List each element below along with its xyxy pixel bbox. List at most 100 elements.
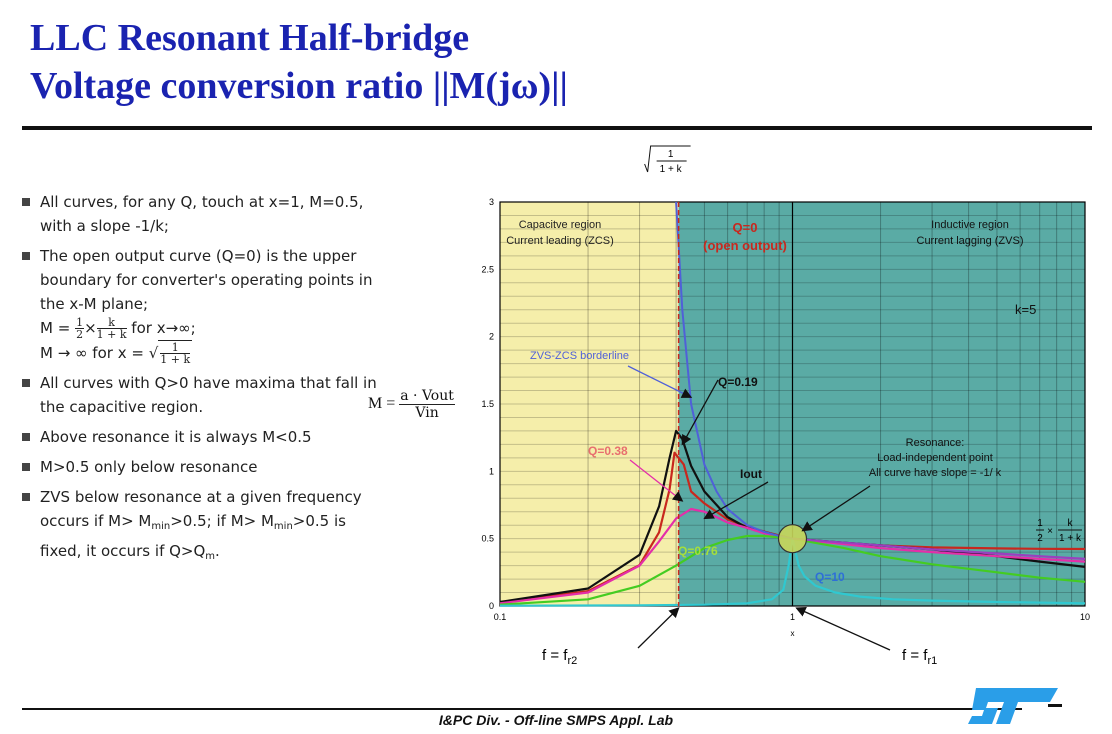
capacitive-region bbox=[500, 202, 679, 606]
subscript: min bbox=[151, 521, 171, 532]
curve-purple bbox=[792, 537, 1086, 560]
formula-m-resonance: M → ∞ for x = √ 1 1 + k bbox=[40, 340, 193, 365]
annotation-q038: Q=0.38 bbox=[588, 444, 628, 458]
annotation-iout: Iout bbox=[740, 467, 762, 481]
bullet-list: All curves, for any Q, touch at x=1, M=0… bbox=[20, 190, 380, 575]
annotation-inductive-2: Current lagging (ZVS) bbox=[917, 235, 1024, 247]
bullet-item: M>0.5 only below resonance bbox=[20, 455, 380, 479]
curve-q-0-38 bbox=[499, 507, 1086, 605]
resonance-marker bbox=[777, 524, 808, 554]
bullet-item: Above resonance it is always M<0.5 bbox=[20, 425, 380, 449]
slide-title: LLC Resonant Half-bridge Voltage convers… bbox=[30, 14, 568, 110]
arrow-iout bbox=[703, 481, 769, 520]
y-tick-label: 0.5 bbox=[481, 534, 494, 544]
footer-text: I&PC Div. - Off-line SMPS Appl. Lab bbox=[438, 712, 674, 728]
right-times: × bbox=[1047, 526, 1053, 537]
fraction-num: k bbox=[96, 317, 127, 329]
y-axis-formula: M = a · Vout Vin bbox=[368, 388, 455, 421]
title-line-2: Voltage conversion ratio ||M(jω)|| bbox=[30, 65, 568, 107]
bullet-item: All curves, for any Q, touch at x=1, M=0… bbox=[20, 190, 380, 238]
x-axis-label: x bbox=[791, 629, 795, 638]
y-tick-label: 0 bbox=[489, 601, 494, 611]
sqrt-num: 1 bbox=[668, 149, 674, 160]
right-frac-k-den: 1 + k bbox=[1059, 533, 1082, 544]
inductive-region bbox=[678, 202, 1085, 606]
footer-divider bbox=[22, 708, 1022, 710]
title-line-1: LLC Resonant Half-bridge bbox=[30, 17, 470, 59]
x-tick-label: 0.1 bbox=[494, 612, 507, 622]
right-frac-k-num: k bbox=[1068, 518, 1074, 529]
x-tick-label: 10 bbox=[1080, 612, 1090, 622]
bullet-text: All curves with Q>0 have maxima that fal… bbox=[40, 374, 377, 416]
formula-text: for x→∞; bbox=[131, 319, 196, 337]
annotation-q0: Q=0 bbox=[733, 220, 758, 235]
annotation-k: k=5 bbox=[1015, 302, 1036, 317]
label-fr2-sub: r2 bbox=[567, 655, 577, 667]
arrow-resonance bbox=[801, 485, 871, 532]
formula-m-infinity: M = 1 2 × k 1 + k for x→∞; bbox=[40, 316, 196, 341]
arrow-q019 bbox=[681, 379, 719, 446]
arrow-fr2 bbox=[637, 607, 680, 649]
bullet-item: ZVS below resonance at a given frequency… bbox=[20, 485, 380, 569]
annotation-q10: Q=10 bbox=[815, 570, 845, 584]
subscript: min bbox=[273, 521, 293, 532]
bullet-item: All curves with Q>0 have maxima that fal… bbox=[20, 371, 380, 419]
formula-text: M → ∞ for x = bbox=[40, 344, 144, 362]
zvs-zcs-borderline bbox=[675, 201, 793, 540]
y-tick-label: 2.5 bbox=[481, 264, 494, 274]
bullet-text: ZVS below resonance at a given frequency… bbox=[40, 488, 362, 530]
arrow-zvs-zcs bbox=[627, 365, 693, 398]
title-divider bbox=[22, 126, 1092, 130]
label-fr1-sub: r1 bbox=[927, 655, 937, 667]
annotation-resonance-1: Resonance: bbox=[906, 437, 965, 449]
curve-q-10 bbox=[499, 537, 1086, 607]
annotation-zvs-zcs: ZVS-ZCS borderline bbox=[530, 350, 629, 362]
formula-text: M = bbox=[368, 395, 396, 413]
curve-q-0-76 bbox=[499, 534, 1086, 606]
right-frac-half-num: 1 bbox=[1037, 518, 1043, 529]
y-tick-label: 1.5 bbox=[481, 399, 494, 409]
arrow-q038 bbox=[629, 459, 684, 502]
right-frac-half-den: 2 bbox=[1037, 533, 1043, 544]
y-tick-label: 3 bbox=[489, 197, 494, 207]
fraction-num: a · Vout bbox=[399, 388, 455, 405]
fraction-den: 1 + k bbox=[96, 328, 127, 341]
annotation-resonance-2: Load-independent point bbox=[877, 452, 993, 464]
bullet-text: M>0.5 only below resonance bbox=[40, 458, 258, 476]
arrow-fr1 bbox=[795, 606, 891, 651]
bullet-text: Above resonance it is always M<0.5 bbox=[40, 428, 312, 446]
bullet-item: The open output curve (Q=0) is the upper… bbox=[20, 244, 380, 365]
bullet-text: >0.5; if M> M bbox=[170, 512, 274, 530]
fraction-aVout: a · Vout Vin bbox=[399, 388, 455, 421]
st-logo bbox=[968, 688, 1062, 724]
plot-frame bbox=[499, 201, 1086, 607]
fraction-den: 2 bbox=[76, 328, 84, 341]
bullet-text: All curves, for any Q, touch at x=1, M=0… bbox=[40, 193, 364, 235]
fraction-num: 1 bbox=[75, 316, 85, 329]
bullet-text: >0.5 is fixed, it occurs if Q>Q bbox=[40, 512, 346, 560]
y-tick-label: 2 bbox=[489, 332, 494, 342]
fraction-den: 1 + k bbox=[160, 353, 191, 366]
annotation-capacitive-2: Current leading (ZCS) bbox=[506, 235, 614, 247]
annotation-q019: Q=0.19 bbox=[718, 375, 758, 389]
annotation-inductive-1: Inductive region bbox=[931, 219, 1009, 231]
label-fr2: f = fr2 bbox=[542, 647, 577, 667]
sqrt-sign: √ bbox=[148, 344, 159, 362]
bullet-text: The open output curve (Q=0) is the upper… bbox=[40, 247, 373, 313]
fraction-den: Vin bbox=[415, 405, 439, 421]
annotation-resonance-3: All curve have slope = -1/ k bbox=[869, 467, 1002, 479]
subscript: m bbox=[205, 551, 216, 562]
annotation-q076: Q=0.76 bbox=[678, 544, 718, 558]
x-tick-label: 1 bbox=[790, 612, 795, 622]
times-sign: × bbox=[84, 319, 97, 337]
bullet-text: . bbox=[215, 542, 220, 560]
formula-text: M = bbox=[40, 319, 71, 337]
fraction-num: 1 bbox=[160, 342, 191, 354]
sqrt-den: 1 + k bbox=[660, 164, 683, 175]
label-fr1: f = fr1 bbox=[902, 647, 937, 667]
sqrt-sign bbox=[644, 145, 691, 173]
